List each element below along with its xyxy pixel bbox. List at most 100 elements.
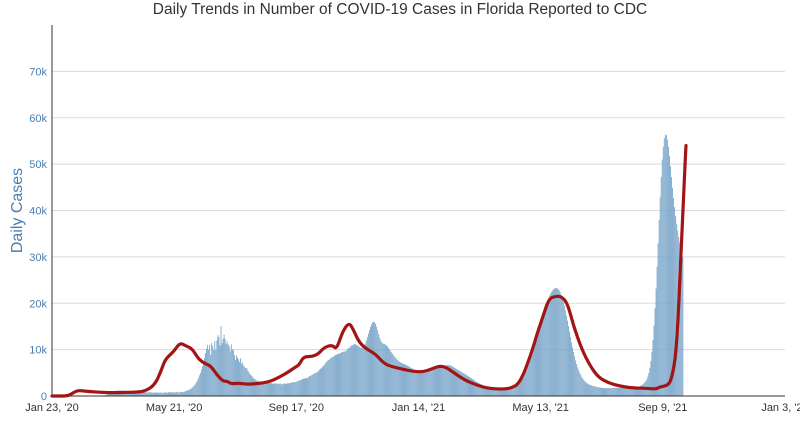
bar <box>448 365 450 396</box>
bar <box>217 335 219 396</box>
x-tick-label: Jan 14, '21 <box>392 402 445 414</box>
bar <box>608 388 610 396</box>
bar <box>512 386 514 396</box>
bar <box>174 391 176 396</box>
bar <box>473 379 475 396</box>
bar <box>638 387 639 396</box>
bar <box>391 353 393 396</box>
bar <box>393 356 395 396</box>
bar <box>604 388 605 396</box>
bar <box>150 392 152 396</box>
bar <box>354 343 356 396</box>
bar <box>633 388 635 396</box>
bar <box>660 176 662 396</box>
bar <box>198 375 200 396</box>
bar <box>672 187 673 396</box>
bar <box>405 364 406 396</box>
bar <box>461 372 463 396</box>
bar <box>182 392 184 396</box>
bar <box>286 383 288 396</box>
bar <box>591 385 593 396</box>
bar <box>258 381 260 396</box>
bar <box>649 367 651 396</box>
bar <box>114 392 116 396</box>
bar <box>479 383 481 396</box>
bar <box>618 387 620 396</box>
bar <box>640 385 642 396</box>
bar <box>636 387 637 396</box>
bar <box>147 392 149 396</box>
bar <box>389 350 391 396</box>
bar <box>375 323 377 396</box>
bar <box>565 315 567 396</box>
bar <box>305 378 306 396</box>
bar <box>578 370 580 396</box>
bar <box>503 388 504 396</box>
bar <box>352 345 354 396</box>
bar <box>639 386 640 396</box>
bar <box>667 146 669 396</box>
bar <box>571 342 572 396</box>
bar <box>292 382 294 396</box>
bar <box>310 375 312 396</box>
bar <box>508 387 510 396</box>
bar <box>653 325 655 396</box>
bar <box>670 166 671 396</box>
bar <box>397 360 399 396</box>
bar <box>146 392 148 396</box>
bar <box>225 343 227 396</box>
bar <box>561 297 563 396</box>
bar <box>106 394 107 396</box>
bar <box>556 288 558 396</box>
bar <box>190 388 192 396</box>
bar <box>264 382 266 396</box>
bar <box>548 297 550 396</box>
bar <box>648 372 650 396</box>
bar <box>183 391 185 396</box>
bar <box>281 384 283 396</box>
bar <box>360 347 362 396</box>
bar <box>671 177 672 396</box>
bar <box>650 360 652 396</box>
bar <box>154 392 156 396</box>
bar <box>505 388 506 396</box>
bar <box>342 351 344 396</box>
bar <box>369 330 370 396</box>
bar <box>216 340 218 396</box>
bar <box>372 322 373 396</box>
bar <box>491 387 493 396</box>
bar <box>654 308 656 396</box>
bar <box>316 372 318 396</box>
bar <box>326 361 328 396</box>
bar <box>276 383 278 396</box>
bar <box>504 388 505 396</box>
bar <box>626 388 628 396</box>
bar <box>440 367 442 396</box>
bar <box>331 357 333 396</box>
bar <box>306 377 308 396</box>
bar <box>232 349 234 396</box>
bar <box>242 362 244 396</box>
bar <box>380 340 382 396</box>
bar <box>340 352 342 396</box>
bar <box>139 391 140 396</box>
bar <box>224 339 226 396</box>
bar <box>376 326 378 396</box>
bar <box>304 378 305 396</box>
bar <box>223 334 225 396</box>
bar <box>496 388 498 396</box>
bar <box>186 390 188 396</box>
bar <box>482 385 484 396</box>
x-tick-labels: Jan 23, '20 May 21, '20 Sep 17, '20 Jan 14,… <box>25 402 800 414</box>
bar <box>205 353 206 396</box>
bar <box>384 344 386 396</box>
bar <box>520 380 522 396</box>
bar <box>260 382 262 396</box>
bar <box>635 388 636 396</box>
bar <box>406 365 408 396</box>
bar <box>346 350 348 396</box>
bar <box>564 310 566 396</box>
bar <box>353 344 355 396</box>
bar <box>236 355 237 396</box>
bar <box>430 370 432 396</box>
